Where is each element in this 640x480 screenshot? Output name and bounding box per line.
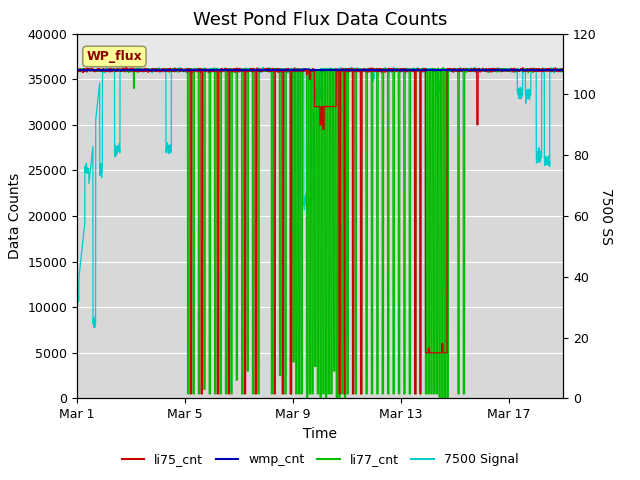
Text: WP_flux: WP_flux xyxy=(86,50,142,63)
Bar xyxy=(77,34,563,70)
Y-axis label: 7500 SS: 7500 SS xyxy=(600,188,614,244)
Title: West Pond Flux Data Counts: West Pond Flux Data Counts xyxy=(193,11,447,29)
Y-axis label: Data Counts: Data Counts xyxy=(8,173,22,259)
X-axis label: Time: Time xyxy=(303,427,337,441)
Legend: li75_cnt, wmp_cnt, li77_cnt, 7500 Signal: li75_cnt, wmp_cnt, li77_cnt, 7500 Signal xyxy=(117,448,523,471)
Bar xyxy=(77,70,563,398)
